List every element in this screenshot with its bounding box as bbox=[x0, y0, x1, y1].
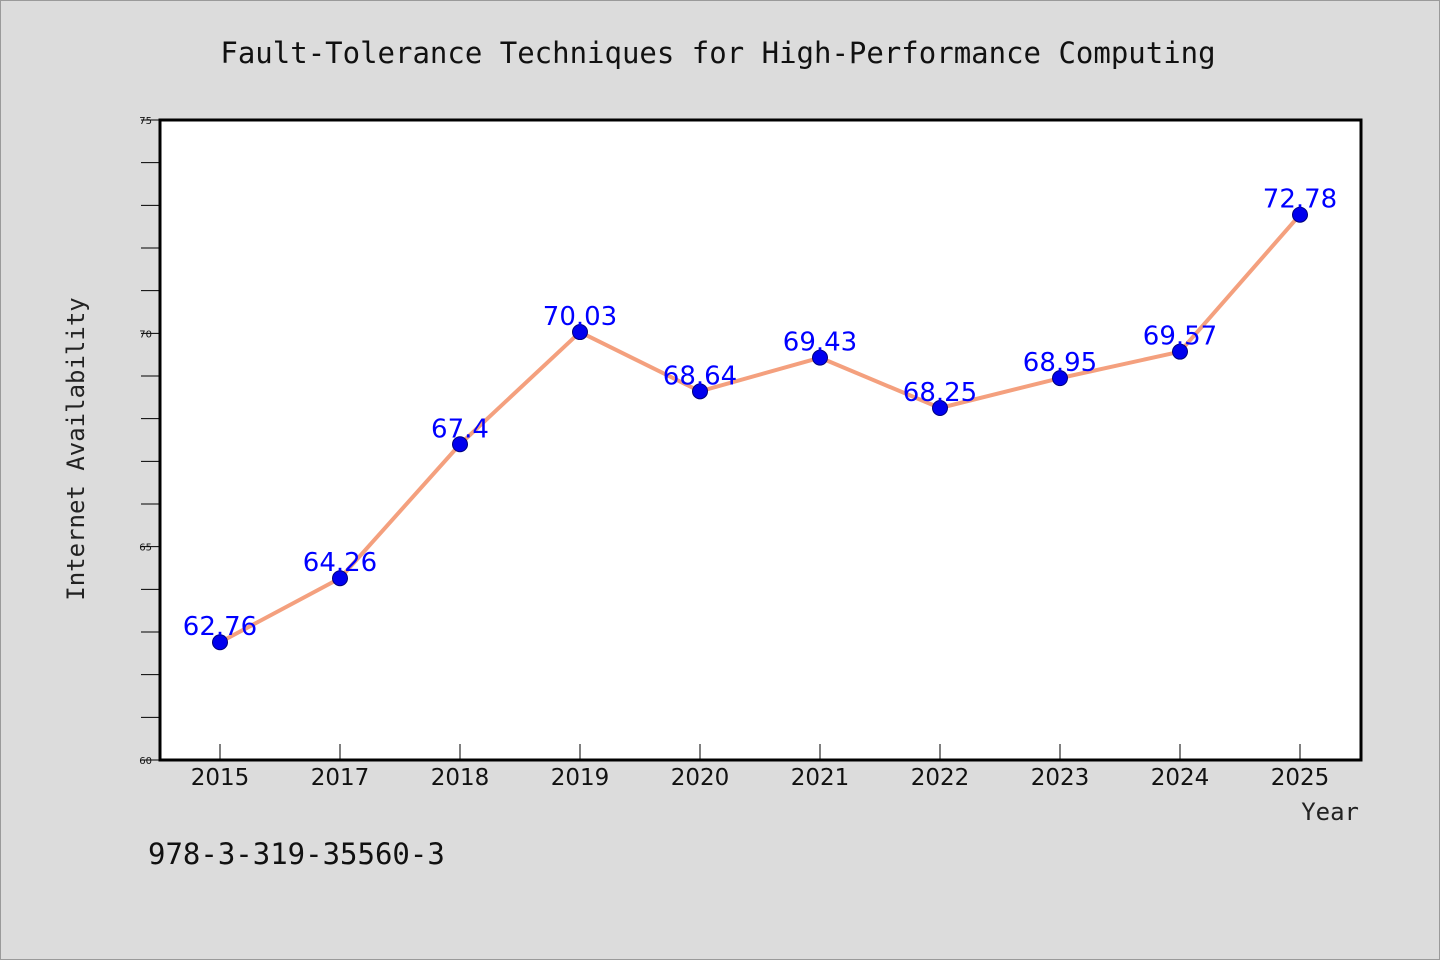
data-point bbox=[452, 436, 468, 453]
y-tick-label: 70 bbox=[139, 329, 152, 340]
data-label: 69.43 bbox=[783, 328, 857, 358]
data-point bbox=[572, 324, 588, 341]
plot-area bbox=[158, 118, 1363, 762]
x-axis-label: Year bbox=[1301, 798, 1359, 826]
isbn-footnote: 978-3-319-35560-3 bbox=[148, 837, 445, 871]
data-label: 68.64 bbox=[663, 361, 737, 391]
x-tick-label: 2017 bbox=[311, 765, 370, 791]
y-axis: 60 65 70 75 bbox=[139, 116, 160, 767]
data-label: 67.4 bbox=[431, 414, 489, 444]
data-point bbox=[1052, 370, 1068, 387]
data-point bbox=[212, 634, 228, 651]
x-tick-label: 2022 bbox=[911, 765, 970, 791]
data-point bbox=[932, 400, 948, 416]
x-tick-label: 2023 bbox=[1031, 765, 1090, 791]
x-tick-label: 2024 bbox=[1151, 765, 1210, 791]
data-point bbox=[692, 383, 708, 400]
data-point bbox=[1292, 206, 1308, 223]
data-labels: 62.76 64.26 67.4 70.03 68.64 69.43 68.25 68.95 6… bbox=[183, 185, 1337, 643]
data-label: 68.95 bbox=[1023, 348, 1097, 378]
series bbox=[219, 213, 1302, 645]
x-tick-label: 2019 bbox=[551, 765, 610, 791]
x-tick-label: 2021 bbox=[791, 765, 850, 791]
data-label: 69.57 bbox=[1143, 322, 1217, 352]
x-tick-label: 2020 bbox=[671, 765, 730, 791]
x-tick-label: 2025 bbox=[1271, 765, 1330, 791]
data-point bbox=[812, 349, 828, 366]
data-label: 62.76 bbox=[183, 612, 257, 642]
data-label: 72.78 bbox=[1263, 185, 1337, 215]
y-axis-label: Internet Availability bbox=[62, 297, 90, 600]
series-line bbox=[219, 213, 1302, 645]
x-axis: 2015 2017 2018 2019 2020 2021 2022 2023 2024 2025 bbox=[191, 744, 1330, 791]
x-tick-label: 2015 bbox=[191, 765, 250, 791]
y-tick-label: 60 bbox=[139, 756, 152, 767]
y-tick-label: 75 bbox=[139, 116, 152, 127]
x-tick-label: 2018 bbox=[431, 765, 490, 791]
chart-title: Fault-Tolerance Techniques for High-Perf… bbox=[220, 36, 1215, 70]
data-label: 64.26 bbox=[303, 548, 377, 578]
y-tick-label: 65 bbox=[139, 543, 152, 554]
data-point bbox=[1172, 343, 1188, 360]
data-label: 68.25 bbox=[903, 378, 977, 408]
data-point bbox=[332, 570, 348, 587]
data-label: 70.03 bbox=[543, 302, 617, 332]
markers bbox=[212, 206, 1308, 651]
